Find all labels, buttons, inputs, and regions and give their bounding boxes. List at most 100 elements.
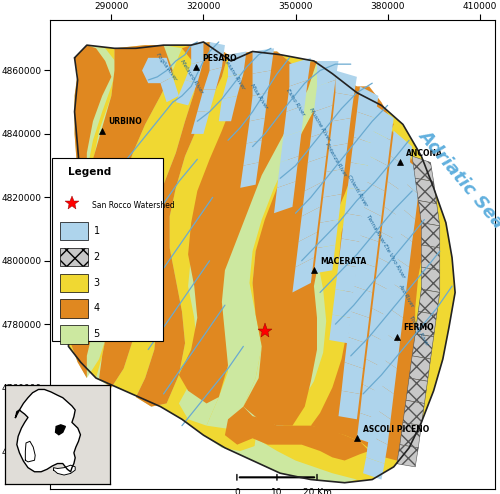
Polygon shape	[179, 51, 317, 404]
Text: Cesano River: Cesano River	[222, 57, 246, 90]
Polygon shape	[382, 207, 403, 242]
Text: Aso River: Aso River	[398, 283, 414, 308]
Polygon shape	[244, 140, 262, 165]
Polygon shape	[176, 80, 198, 105]
Polygon shape	[93, 45, 173, 388]
Polygon shape	[185, 61, 204, 83]
Polygon shape	[68, 45, 117, 378]
Polygon shape	[296, 232, 317, 267]
Polygon shape	[363, 457, 384, 480]
Polygon shape	[372, 283, 394, 318]
Polygon shape	[338, 391, 360, 419]
Text: Ete Vivo River: Ete Vivo River	[382, 243, 406, 279]
Polygon shape	[280, 131, 301, 163]
Polygon shape	[222, 74, 244, 99]
Polygon shape	[415, 312, 436, 337]
Polygon shape	[304, 156, 326, 191]
Text: 5: 5	[94, 329, 100, 339]
Polygon shape	[274, 181, 295, 213]
Polygon shape	[400, 422, 421, 448]
Polygon shape	[314, 80, 336, 112]
Polygon shape	[246, 118, 265, 143]
Text: 1: 1	[94, 226, 100, 236]
Polygon shape	[376, 356, 397, 394]
FancyBboxPatch shape	[60, 325, 88, 344]
Polygon shape	[357, 235, 378, 267]
Polygon shape	[342, 213, 363, 242]
Polygon shape	[332, 93, 354, 121]
Text: Tenna River: Tenna River	[365, 214, 386, 245]
Polygon shape	[338, 239, 360, 267]
Polygon shape	[320, 194, 342, 223]
Polygon shape	[252, 48, 274, 74]
Polygon shape	[344, 337, 366, 369]
Polygon shape	[56, 425, 66, 435]
Polygon shape	[357, 413, 378, 445]
Polygon shape	[26, 441, 35, 462]
Polygon shape	[160, 77, 179, 102]
Polygon shape	[142, 58, 173, 83]
Text: Adriatic Sea: Adriatic Sea	[415, 125, 500, 231]
Text: Misa River: Misa River	[249, 82, 268, 109]
Text: 20 Km: 20 Km	[302, 488, 332, 494]
Polygon shape	[388, 156, 409, 194]
Polygon shape	[68, 45, 112, 378]
Polygon shape	[244, 61, 376, 426]
Polygon shape	[409, 356, 430, 381]
Polygon shape	[93, 45, 182, 388]
Text: San Rocco Watershed: San Rocco Watershed	[92, 201, 175, 209]
Polygon shape	[363, 359, 384, 394]
Polygon shape	[330, 118, 351, 147]
Polygon shape	[302, 181, 323, 216]
Polygon shape	[378, 330, 400, 369]
Text: Legend: Legend	[68, 166, 111, 177]
Polygon shape	[298, 207, 320, 242]
Polygon shape	[372, 105, 394, 140]
Polygon shape	[68, 42, 455, 483]
Polygon shape	[336, 71, 357, 96]
Polygon shape	[422, 245, 440, 270]
Polygon shape	[384, 181, 406, 219]
Polygon shape	[403, 400, 424, 426]
Text: Tronto River: Tronto River	[408, 315, 429, 346]
Polygon shape	[283, 105, 304, 137]
Polygon shape	[397, 445, 418, 467]
Polygon shape	[206, 61, 332, 429]
Polygon shape	[191, 112, 210, 134]
Polygon shape	[376, 257, 397, 292]
Polygon shape	[210, 42, 225, 71]
Polygon shape	[250, 93, 268, 121]
Polygon shape	[400, 156, 421, 194]
Polygon shape	[366, 435, 388, 464]
Polygon shape	[204, 435, 258, 460]
Polygon shape	[179, 51, 292, 426]
Text: PESARO: PESARO	[202, 53, 236, 63]
Polygon shape	[314, 245, 336, 274]
Polygon shape	[292, 257, 314, 292]
Polygon shape	[342, 362, 363, 394]
Polygon shape	[198, 89, 216, 112]
Text: Musone River: Musone River	[308, 107, 332, 142]
Polygon shape	[366, 156, 388, 191]
Polygon shape	[354, 261, 376, 292]
Polygon shape	[418, 289, 440, 315]
Text: 2: 2	[94, 252, 100, 262]
Text: 10: 10	[271, 488, 282, 494]
Text: Esino River: Esino River	[285, 88, 306, 117]
Polygon shape	[311, 105, 332, 137]
Polygon shape	[311, 86, 428, 460]
Text: 0: 0	[234, 488, 240, 494]
Polygon shape	[225, 407, 369, 460]
Polygon shape	[369, 131, 390, 165]
FancyBboxPatch shape	[60, 274, 88, 292]
Polygon shape	[351, 286, 372, 318]
Polygon shape	[290, 58, 311, 86]
Polygon shape	[330, 315, 351, 343]
Text: Foglia River: Foglia River	[156, 53, 178, 82]
Polygon shape	[415, 178, 436, 204]
Polygon shape	[5, 385, 110, 484]
Polygon shape	[351, 137, 372, 165]
Polygon shape	[397, 178, 418, 219]
Text: MACERATA: MACERATA	[320, 256, 366, 265]
Polygon shape	[323, 169, 344, 197]
